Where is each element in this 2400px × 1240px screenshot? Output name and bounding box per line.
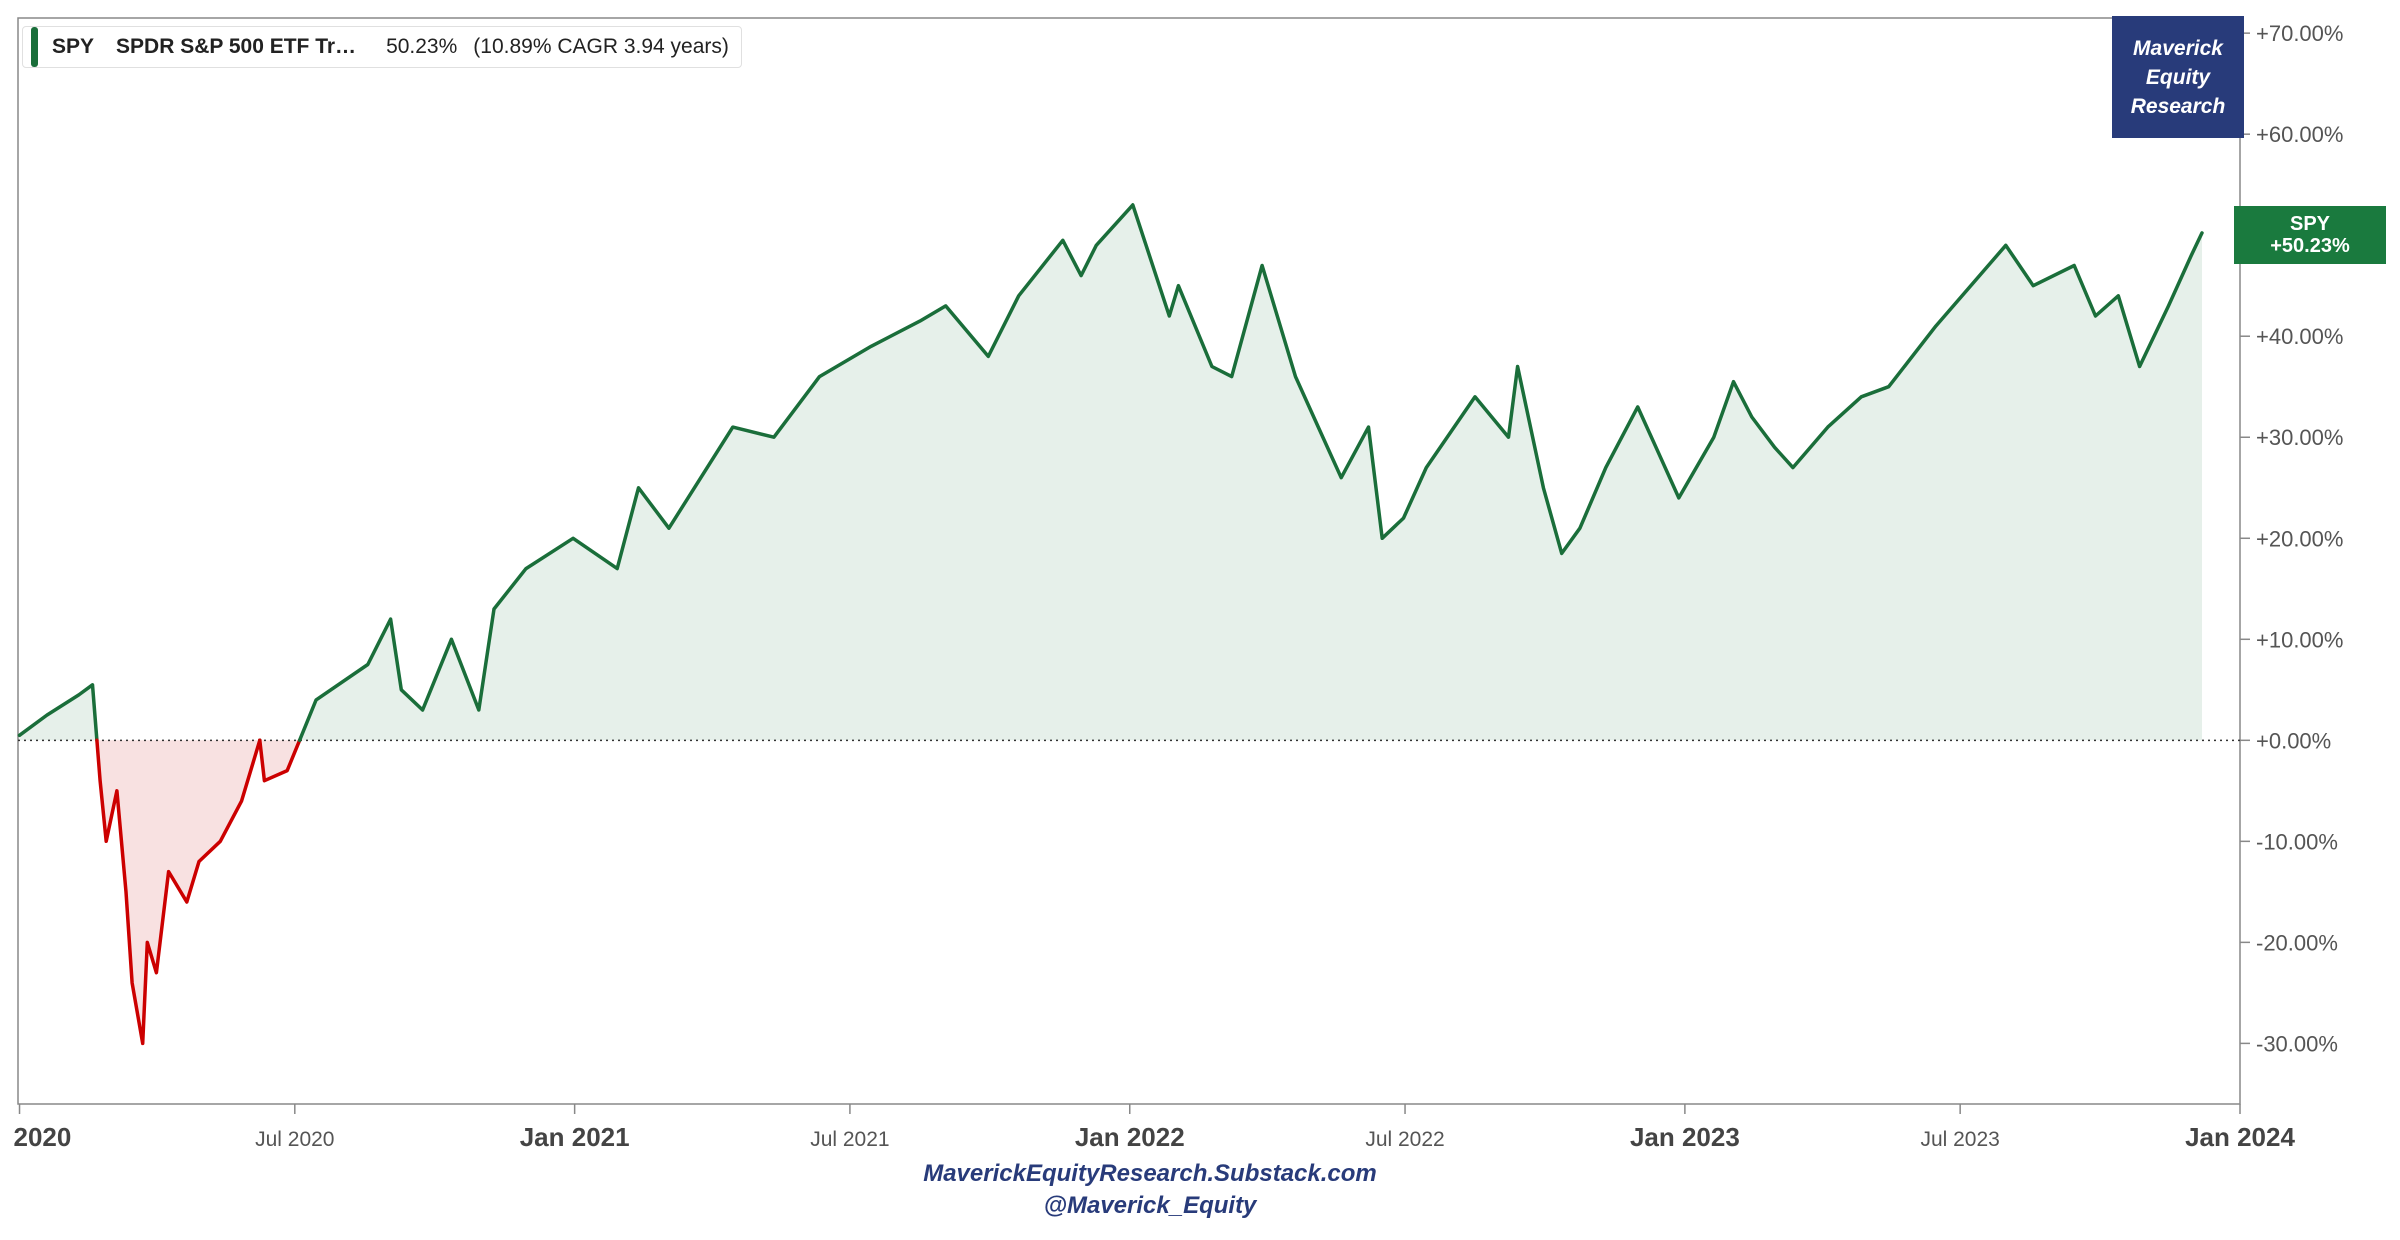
series-line-gain-0 — [17, 683, 99, 743]
y-tick-label: +0.00% — [2256, 728, 2331, 753]
series-line-gain-4 — [297, 203, 2204, 743]
plot-frame — [17, 17, 2241, 1105]
x-tick-label: Jan 2021 — [520, 1122, 630, 1152]
x-tick-label: Jan 2023 — [1630, 1122, 1740, 1152]
x-tick-label: 2020 — [14, 1122, 72, 1152]
area-loss-3 — [259, 740, 300, 781]
x-axis: 2020 Jul 2020 Jan 2021 Jul 2021 Jan 2022 Jul … — [14, 1104, 2295, 1152]
y-tick-label: -10.00% — [2256, 829, 2338, 854]
footer-site: MaverickEquityResearch.Substack.com — [923, 1160, 1377, 1187]
brand-logo: Maverick Equity Research — [2112, 16, 2244, 138]
end-label-value: +50.23% — [2270, 235, 2350, 257]
y-tick-label: -30.00% — [2256, 1031, 2338, 1056]
y-tick-label: +10.00% — [2256, 627, 2343, 652]
x-tick-label: Jul 2023 — [1920, 1128, 1999, 1151]
legend-total-return: 50.23% — [386, 35, 458, 58]
end-label-ticker: SPY — [2289, 213, 2331, 235]
area-gain-0 — [19, 684, 97, 741]
legend-fund-name: SPDR S&P 500 ETF Tr… — [116, 35, 357, 58]
brand-line-1: Maverick — [2133, 36, 2223, 60]
plot-border — [17, 17, 2241, 1105]
area-fills — [19, 204, 2203, 1044]
y-axis: +70.00%+60.00%+50.00%+40.00%+30.00%+20.0… — [2240, 21, 2343, 1056]
brand-line-3: Research — [2130, 94, 2226, 118]
series-line-loss-3 — [258, 738, 302, 783]
series-line-loss-1 — [95, 738, 262, 1046]
x-tick-label: Jul 2020 — [255, 1128, 334, 1151]
series-lines — [17, 203, 2204, 1046]
x-tick-label: Jul 2021 — [810, 1128, 889, 1151]
area-gain-4 — [299, 204, 2203, 741]
legend-cagr: (10.89% CAGR 3.94 years) — [473, 35, 729, 58]
x-tick-label: Jan 2024 — [2185, 1122, 2295, 1152]
y-tick-label: +30.00% — [2256, 425, 2343, 450]
legend-swatch — [31, 27, 38, 67]
y-tick-label: +20.00% — [2256, 526, 2343, 551]
brand-line-2: Equity — [2145, 65, 2211, 89]
legend[interactable]: SPY SPDR S&P 500 ETF Tr… 50.23% (10.89% … — [22, 26, 742, 68]
x-tick-label: Jan 2022 — [1075, 1122, 1185, 1152]
legend-ticker: SPY — [52, 35, 95, 58]
x-tick-label: Jul 2022 — [1365, 1128, 1444, 1151]
area-loss-1 — [96, 740, 260, 1044]
y-tick-label: +70.00% — [2256, 21, 2343, 46]
y-tick-label: -20.00% — [2256, 930, 2338, 955]
footer-handle: @Maverick_Equity — [1043, 1192, 1257, 1219]
y-tick-label: +40.00% — [2256, 324, 2343, 349]
y-tick-label: +60.00% — [2256, 122, 2343, 147]
series-end-label: SPY +50.23% — [2234, 206, 2386, 264]
